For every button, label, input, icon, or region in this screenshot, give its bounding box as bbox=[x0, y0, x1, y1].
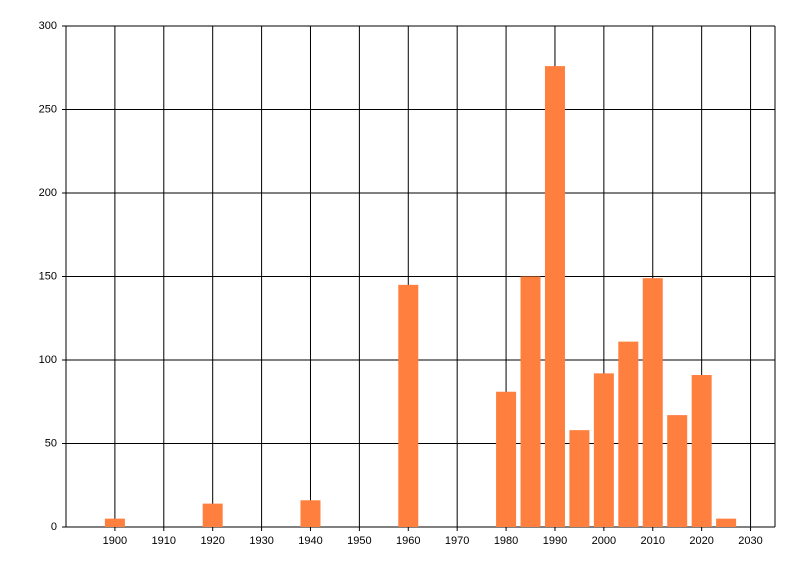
bar bbox=[496, 391, 517, 527]
bar bbox=[398, 284, 419, 527]
x-tick-label: 1980 bbox=[494, 535, 518, 547]
bar bbox=[520, 276, 541, 527]
bar bbox=[716, 518, 737, 527]
y-tick-label: 100 bbox=[39, 354, 57, 366]
x-tick-label: 2000 bbox=[592, 535, 616, 547]
y-tick-label: 0 bbox=[51, 521, 57, 533]
y-tick-label: 250 bbox=[39, 103, 57, 115]
y-tick-label: 300 bbox=[39, 20, 57, 32]
x-tick-label: 1990 bbox=[543, 535, 567, 547]
bar bbox=[569, 430, 590, 527]
bar bbox=[544, 66, 565, 527]
y-tick-label: 200 bbox=[39, 187, 57, 199]
x-tick-label: 1900 bbox=[103, 535, 127, 547]
x-tick-label: 1970 bbox=[445, 535, 469, 547]
y-tick-label: 150 bbox=[39, 270, 57, 282]
bar bbox=[691, 375, 712, 527]
bar bbox=[300, 500, 321, 527]
x-tick-label: 1930 bbox=[249, 535, 273, 547]
x-tick-label: 2030 bbox=[738, 535, 762, 547]
y-tick-label: 50 bbox=[45, 437, 57, 449]
bar bbox=[667, 415, 688, 527]
bar bbox=[104, 518, 125, 527]
x-tick-label: 2020 bbox=[689, 535, 713, 547]
x-tick-label: 2010 bbox=[641, 535, 665, 547]
x-tick-label: 1920 bbox=[200, 535, 224, 547]
bar bbox=[593, 373, 614, 527]
bar bbox=[618, 341, 639, 527]
x-tick-label: 1950 bbox=[347, 535, 371, 547]
x-tick-label: 1910 bbox=[152, 535, 176, 547]
x-tick-label: 1960 bbox=[396, 535, 420, 547]
bar bbox=[202, 503, 223, 527]
x-tick-label: 1940 bbox=[298, 535, 322, 547]
bar bbox=[642, 278, 663, 527]
